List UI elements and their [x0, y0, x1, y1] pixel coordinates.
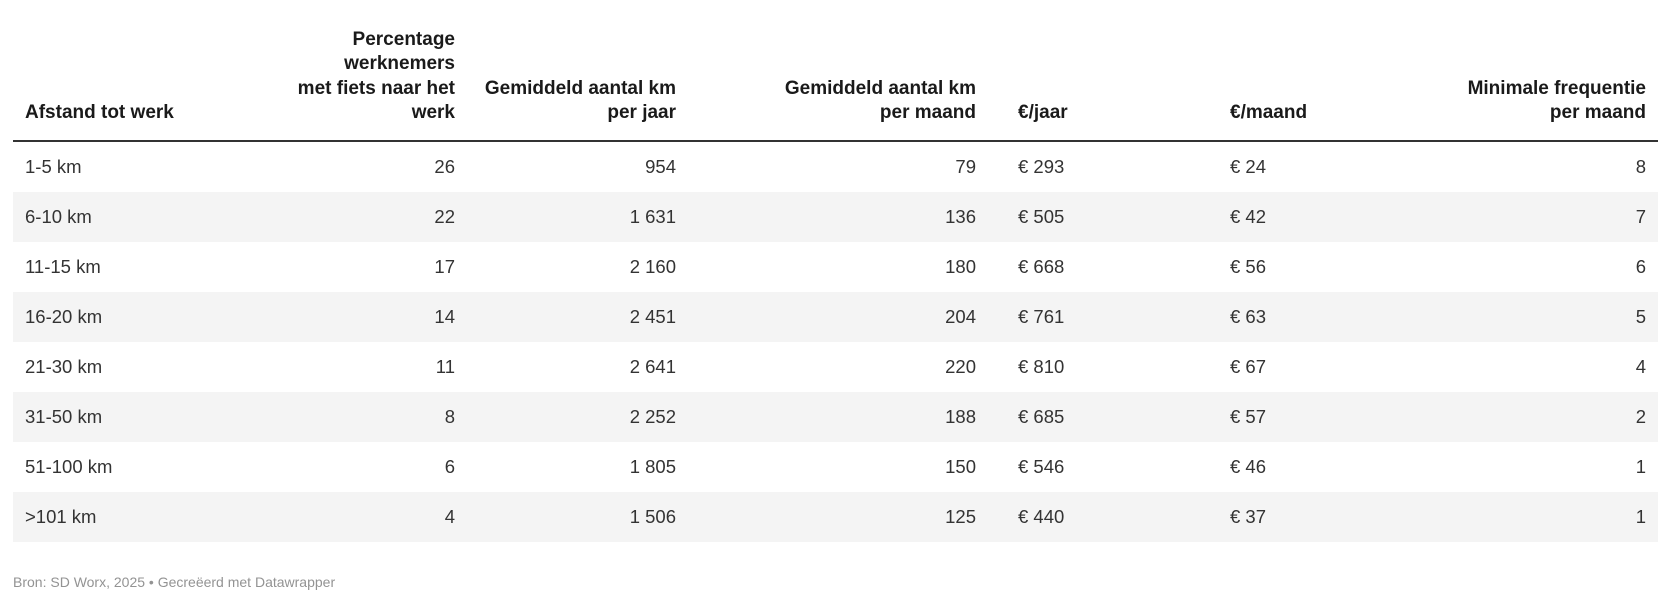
cell-pct: 17 — [434, 256, 455, 278]
header-line: per jaar — [607, 101, 676, 123]
cell-frequency: 2 — [1635, 406, 1646, 428]
cell-eur-year: € 505 — [1018, 206, 1065, 228]
cell-km-year: 2 160 — [629, 256, 676, 278]
source-attribution: Bron: SD Worx, 2025 • Gecreëerd met Data… — [13, 574, 336, 590]
cell-km-month: 79 — [955, 156, 976, 178]
cell-km-month: 150 — [945, 456, 976, 478]
cell-km-year: 2 641 — [629, 356, 676, 378]
table-body: 1-5 km 26 954 79 € 293 € 24 8 6-10 km 22… — [13, 141, 1658, 543]
cell-frequency: 8 — [1635, 156, 1646, 178]
cell-km-month: 125 — [945, 506, 976, 528]
cell-distance: 31-50 km — [25, 406, 103, 428]
cell-eur-month: € 24 — [1230, 156, 1267, 178]
cell-frequency: 5 — [1635, 306, 1646, 328]
cell-frequency: 4 — [1635, 356, 1646, 378]
header-line: Gemiddeld aantal km — [484, 77, 676, 99]
cell-pct: 8 — [444, 406, 455, 428]
cell-pct: 22 — [434, 206, 455, 228]
cell-distance: 1-5 km — [25, 156, 82, 178]
cell-frequency: 1 — [1635, 506, 1646, 528]
column-header-distance: Afstand tot werk — [13, 28, 245, 143]
cell-pct: 26 — [434, 156, 455, 178]
table-row: 1-5 km 26 954 79 € 293 € 24 8 — [13, 141, 1658, 192]
cell-km-year: 954 — [645, 156, 676, 178]
cell-km-year: 1 805 — [629, 456, 676, 478]
header-line: met fiets naar het werk — [297, 77, 455, 123]
cell-distance: 51-100 km — [25, 456, 113, 478]
header-line: Afstand tot werk — [25, 101, 174, 123]
cell-pct: 6 — [444, 456, 455, 478]
column-header-min-frequency: Minimale frequentie per maand — [1430, 28, 1658, 143]
cell-eur-year: € 668 — [1018, 256, 1065, 278]
cell-distance: 11-15 km — [25, 256, 101, 278]
column-header-eur-per-month: €/maand — [1218, 28, 1430, 143]
cell-eur-month: € 42 — [1230, 206, 1267, 228]
cell-km-month: 136 — [945, 206, 976, 228]
cell-eur-month: € 67 — [1230, 356, 1267, 378]
cell-eur-year: € 810 — [1018, 356, 1065, 378]
column-header-eur-per-year: €/jaar — [988, 28, 1218, 143]
header-row: Afstand tot werk Percentage werknemers m… — [13, 28, 1658, 143]
table-row: 16-20 km 14 2 451 204 € 761 € 63 5 — [13, 292, 1658, 343]
cell-frequency: 7 — [1635, 206, 1646, 228]
cell-eur-month: € 63 — [1230, 306, 1267, 328]
cell-distance: 16-20 km — [25, 306, 103, 328]
header-line: per maand — [879, 101, 976, 123]
cell-eur-year: € 546 — [1018, 456, 1065, 478]
cell-pct: 14 — [434, 306, 455, 328]
table-row: 31-50 km 8 2 252 188 € 685 € 57 2 — [13, 392, 1658, 443]
table-row: >101 km 4 1 506 125 € 440 € 37 1 — [13, 492, 1658, 543]
cell-pct: 11 — [435, 356, 455, 378]
column-header-km-per-year: Gemiddeld aantal km per jaar — [467, 28, 688, 143]
cell-eur-month: € 46 — [1230, 456, 1267, 478]
cell-pct: 4 — [444, 506, 455, 528]
column-header-pct-cyclists: Percentage werknemers met fiets naar het… — [245, 28, 467, 143]
cell-km-month: 180 — [945, 256, 976, 278]
column-header-km-per-month: Gemiddeld aantal km per maand — [688, 28, 988, 143]
cell-eur-month: € 57 — [1230, 406, 1267, 428]
header-line: Percentage werknemers — [344, 29, 455, 75]
cell-km-year: 2 252 — [629, 406, 676, 428]
cell-eur-month: € 56 — [1230, 256, 1267, 278]
cell-km-month: 204 — [945, 306, 976, 328]
table-header: Afstand tot werk Percentage werknemers m… — [13, 28, 1658, 143]
header-line: €/maand — [1230, 101, 1308, 123]
cell-km-year: 1 631 — [629, 206, 676, 228]
cell-frequency: 6 — [1635, 256, 1646, 278]
header-line: €/jaar — [1018, 101, 1068, 123]
cell-eur-month: € 37 — [1230, 506, 1267, 528]
cell-eur-year: € 293 — [1018, 156, 1065, 178]
table-row: 11-15 km 17 2 160 180 € 668 € 56 6 — [13, 242, 1658, 292]
data-table: Afstand tot werk Percentage werknemers m… — [13, 28, 1658, 543]
header-line: Gemiddeld aantal km — [784, 77, 976, 99]
cell-km-year: 1 506 — [629, 506, 676, 528]
cell-km-month: 220 — [945, 356, 976, 378]
table-row: 6-10 km 22 1 631 136 € 505 € 42 7 — [13, 192, 1658, 243]
table-row: 21-30 km 11 2 641 220 € 810 € 67 4 — [13, 342, 1658, 392]
cell-distance: >101 km — [25, 506, 97, 528]
table-row: 51-100 km 6 1 805 150 € 546 € 46 1 — [13, 442, 1658, 492]
header-line: per maand — [1549, 101, 1646, 123]
cell-distance: 21-30 km — [25, 356, 103, 378]
cell-km-year: 2 451 — [629, 306, 676, 328]
cell-frequency: 1 — [1635, 456, 1646, 478]
cell-eur-year: € 685 — [1018, 406, 1065, 428]
header-line: Minimale frequentie — [1467, 77, 1646, 99]
cell-distance: 6-10 km — [25, 206, 92, 228]
cell-eur-year: € 440 — [1018, 506, 1065, 528]
cell-km-month: 188 — [945, 406, 976, 428]
cell-eur-year: € 761 — [1018, 306, 1065, 328]
